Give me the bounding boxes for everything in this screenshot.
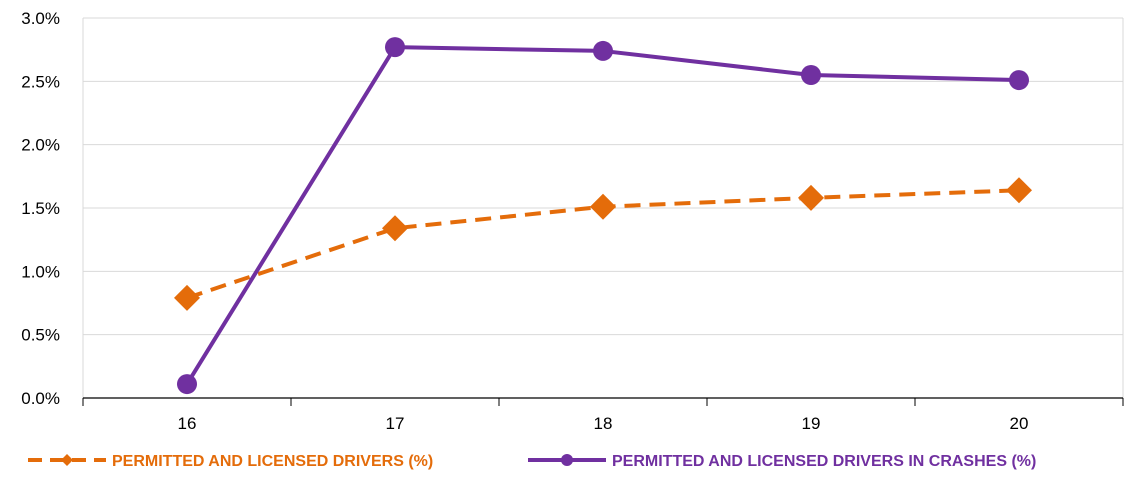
- y-tick-label: 2.0%: [21, 136, 60, 155]
- legend-label: PERMITTED AND LICENSED DRIVERS (%): [112, 453, 433, 470]
- legend-item-1: PERMITTED AND LICENSED DRIVERS (%): [28, 453, 433, 470]
- data-point: [593, 40, 613, 61]
- legend: PERMITTED AND LICENSED DRIVERS (%) PERMIT…: [28, 453, 1036, 470]
- data-point: [801, 65, 821, 85]
- x-tick-label: 20: [1010, 414, 1029, 433]
- y-tick-label: 2.5%: [21, 72, 60, 91]
- data-point: [177, 374, 197, 395]
- data-point: [385, 37, 405, 58]
- series-2: [177, 37, 1029, 395]
- legend-marker: [61, 454, 73, 466]
- axes: 0.0% 0.5% 1.0% 1.5% 2.0% 2.5% 3.0% 16 17 18 19 20: [21, 9, 1124, 433]
- legend-marker: [561, 454, 573, 466]
- legend-item-2: PERMITTED AND LICENSED DRIVERS IN CRASHE…: [528, 453, 1036, 470]
- data-point: [590, 193, 616, 220]
- data-point: [798, 184, 824, 211]
- data-point: [1009, 70, 1029, 91]
- data-point: [382, 215, 408, 242]
- gridlines: [83, 17, 1123, 336]
- x-tick-label: 17: [386, 414, 405, 433]
- x-tick-label: 19: [802, 414, 821, 433]
- y-tick-label: 1.5%: [21, 199, 60, 218]
- data-point: [1006, 177, 1032, 204]
- series-1: [174, 177, 1032, 311]
- legend-label: PERMITTED AND LICENSED DRIVERS IN CRASHE…: [612, 453, 1036, 470]
- y-tick-label: 3.0%: [21, 9, 60, 28]
- x-tick-label: 16: [178, 414, 197, 433]
- data-point: [174, 284, 200, 311]
- y-tick-label: 1.0%: [21, 262, 60, 281]
- x-tick-label: 18: [594, 414, 613, 433]
- y-tick-label: 0.5%: [21, 326, 60, 345]
- y-tick-label: 0.0%: [21, 389, 60, 408]
- series-area: [174, 37, 1032, 395]
